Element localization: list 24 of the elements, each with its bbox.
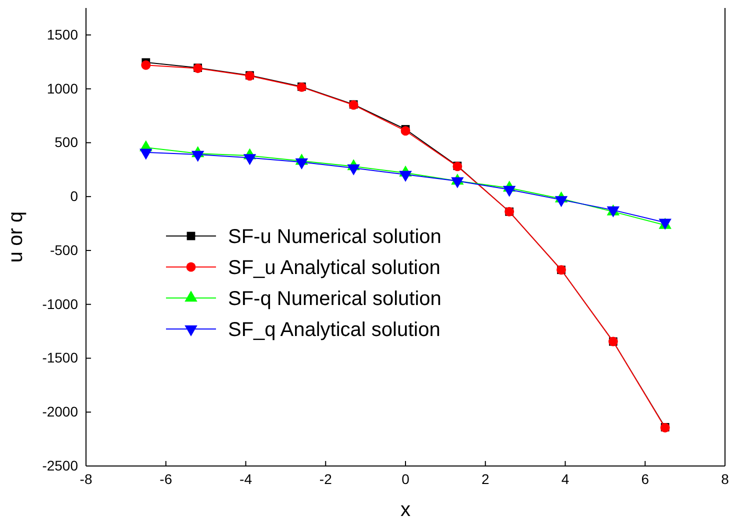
y-tick-label: -500 bbox=[50, 242, 78, 258]
y-tick-label: -2500 bbox=[42, 457, 78, 474]
y-tick-label: 500 bbox=[54, 134, 78, 150]
y-tick-label: -1000 bbox=[42, 296, 78, 312]
legend-label: SF-q Numerical solution bbox=[228, 288, 442, 310]
x-tick-label: 4 bbox=[561, 470, 570, 487]
legend-label: SF-u Numerical solution bbox=[228, 226, 442, 248]
y-tick-label: -1500 bbox=[42, 350, 78, 366]
x-axis-title: x bbox=[400, 499, 410, 520]
y-axis-title: u or q bbox=[5, 211, 27, 263]
legend-label: SF_u Analytical solution bbox=[228, 257, 440, 279]
x-tick-label: 6 bbox=[641, 470, 650, 487]
y-tick-label: 1000 bbox=[46, 80, 78, 96]
y-tick-label: 0 bbox=[70, 188, 78, 204]
y-tick-label: -2000 bbox=[42, 404, 78, 420]
x-tick-label: -6 bbox=[160, 470, 172, 487]
x-tick-label: -2 bbox=[319, 470, 332, 487]
x-tick-label: -8 bbox=[80, 470, 92, 487]
legend-label: SF_q Analytical solution bbox=[228, 319, 440, 341]
x-tick-label: 8 bbox=[721, 470, 730, 487]
x-tick-label: 2 bbox=[481, 470, 490, 487]
y-tick-label: 1500 bbox=[46, 26, 78, 42]
x-tick-label: -4 bbox=[240, 470, 252, 487]
x-tick-label: 0 bbox=[402, 470, 410, 487]
